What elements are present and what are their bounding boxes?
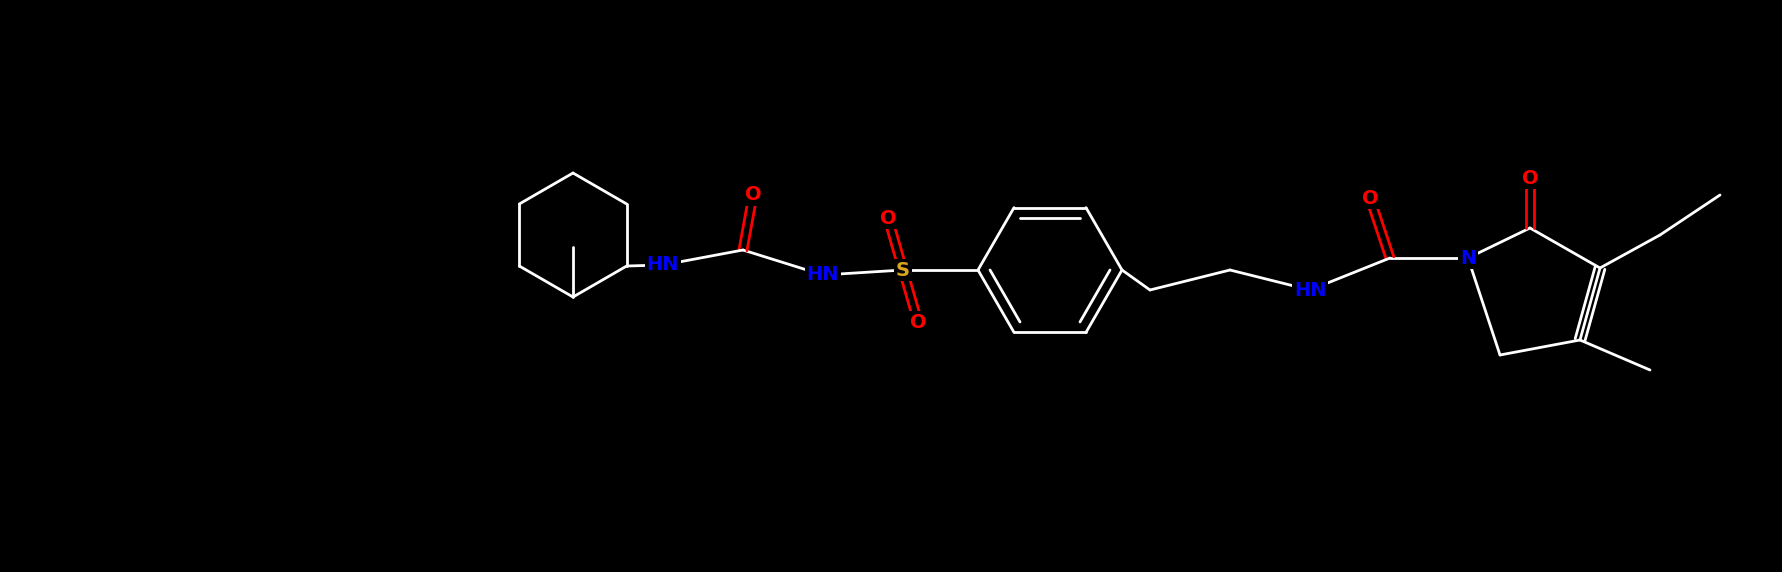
Text: O: O xyxy=(880,209,896,228)
Text: O: O xyxy=(745,185,761,205)
Text: HN: HN xyxy=(807,265,839,284)
Text: O: O xyxy=(1522,169,1538,188)
Text: O: O xyxy=(1361,189,1377,208)
Text: HN: HN xyxy=(1294,280,1326,300)
Text: HN: HN xyxy=(647,256,679,275)
Text: S: S xyxy=(896,260,911,280)
Text: O: O xyxy=(909,312,927,332)
Text: N: N xyxy=(1459,248,1475,268)
